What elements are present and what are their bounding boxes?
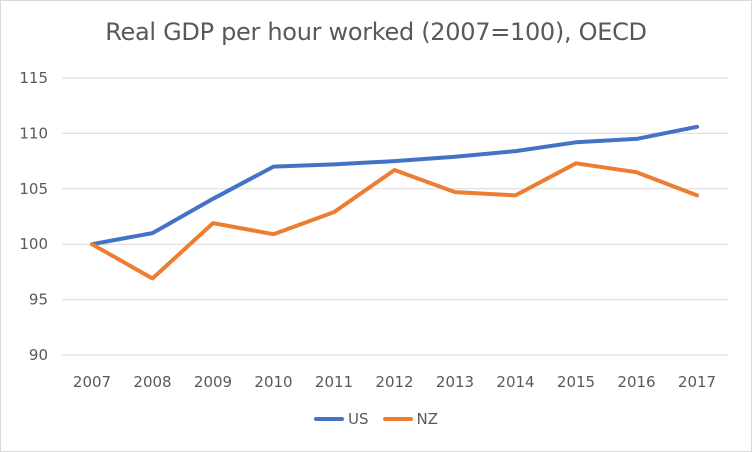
x-tick-label: 2012 [375,373,413,391]
x-tick-label: 2011 [315,373,353,391]
legend-item-nz: NZ [382,410,439,428]
x-tick-label: 2008 [133,373,171,391]
legend-item-us: US [313,410,369,428]
y-tick-label: 90 [29,346,48,364]
x-tick-label: 2009 [194,373,232,391]
legend-swatch-nz [382,417,413,421]
x-tick-label: 2014 [496,373,534,391]
y-tick-label: 115 [19,69,48,87]
series-line-nz [90,161,699,281]
legend-swatch-us [313,417,344,421]
legend-label-us: US [347,410,369,428]
x-tick-label: 2015 [557,373,595,391]
legend: US NZ [0,410,752,428]
chart-title: Real GDP per hour worked (2007=100), OEC… [105,18,647,46]
y-tick-label: 95 [29,291,48,309]
series-line-us [90,124,699,247]
x-tick-label: 2010 [254,373,292,391]
x-tick-label: 2016 [617,373,655,391]
x-tick-label: 2007 [73,373,111,391]
x-tick-label: 2013 [436,373,474,391]
y-tick-label: 110 [19,124,48,142]
legend-label-nz: NZ [416,410,439,428]
y-tick-label: 105 [19,180,48,198]
x-tick-label: 2017 [678,373,716,391]
y-tick-label: 100 [19,235,48,253]
